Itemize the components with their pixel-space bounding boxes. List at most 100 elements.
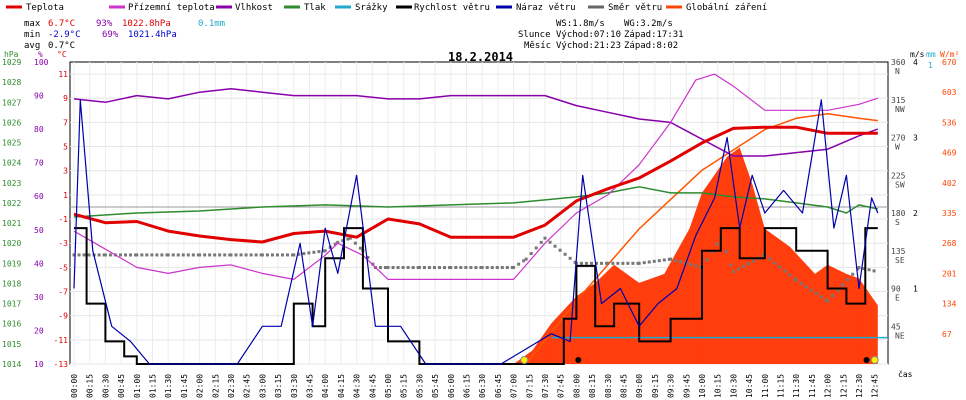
tick-dir-letter: NW <box>895 105 905 114</box>
tick-time: 12:15 <box>839 374 848 398</box>
wind-direction-point <box>474 266 478 270</box>
tick-time: 06:45 <box>494 374 503 398</box>
tick-time: 08:30 <box>604 374 613 398</box>
wind-direction-point <box>731 270 735 274</box>
wind-direction-point <box>512 266 516 270</box>
info-sun-set: Západ:17:31 <box>624 30 684 40</box>
tick-time: 06:30 <box>478 374 487 398</box>
tick-time: 00:45 <box>117 374 126 398</box>
unit-wm: W/m² <box>940 50 959 59</box>
wind-direction-point <box>631 261 635 265</box>
tick-dir: 135 <box>891 247 906 256</box>
wind-direction-point <box>783 269 787 273</box>
wind-direction-point <box>396 266 400 270</box>
wind-direction-point <box>657 259 661 263</box>
wind-direction-point <box>297 252 301 256</box>
tick-time: 04:45 <box>368 374 377 398</box>
wind-direction-point <box>401 266 405 270</box>
tick-dir-letter: NE <box>895 331 905 340</box>
wind-direction-point <box>323 249 327 253</box>
tick-time: 11:00 <box>761 374 770 398</box>
tick-time: 10:30 <box>729 374 738 398</box>
sunrise-marker <box>520 356 529 364</box>
wind-direction-point <box>249 253 253 257</box>
info-wg: WG:3.2m/s <box>624 19 673 29</box>
wind-direction-point <box>254 253 258 257</box>
tick-temp: 7 <box>63 118 68 127</box>
wind-direction-point <box>186 253 190 257</box>
wind-direction-point <box>464 266 468 270</box>
tick-time: 06:00 <box>447 374 456 398</box>
tick-pct: 30 <box>34 293 44 302</box>
wind-direction-point <box>176 253 180 257</box>
wind-direction-point <box>558 248 562 252</box>
chart-title: 18.2.2014 <box>448 50 513 64</box>
tick-time: 03:00 <box>258 374 267 398</box>
info-moon-rise: Východ:21:23 <box>556 41 621 51</box>
unit-temp: °C <box>57 50 67 59</box>
wind-direction-point <box>459 266 463 270</box>
legend-temperature: Teplota <box>26 3 64 13</box>
wind-direction-point <box>244 253 248 257</box>
sun-now-marker <box>870 356 879 364</box>
wind-direction-point <box>773 261 777 265</box>
wind-direction-point <box>449 266 453 270</box>
wind-direction-point <box>140 253 144 257</box>
tick-wm: 67 <box>942 330 952 339</box>
wind-direction-point <box>674 258 678 262</box>
tick-hpa: 1024 <box>2 159 21 168</box>
wind-direction-point <box>490 266 494 270</box>
wind-direction-point <box>485 266 489 270</box>
wind-direction-point <box>846 278 850 282</box>
tick-pct: 10 <box>34 360 44 369</box>
tick-time: 11:30 <box>792 374 801 398</box>
tick-mm: 1 <box>928 61 933 70</box>
tick-time: 04:30 <box>353 374 362 398</box>
wind-direction-point <box>662 258 666 262</box>
wind-direction-point <box>218 253 222 257</box>
wind-direction-point <box>260 253 264 257</box>
wind-direction-point <box>229 253 233 257</box>
tick-time: 02:00 <box>196 374 205 398</box>
tick-hpa: 1017 <box>2 300 21 309</box>
wind-direction-point <box>191 253 195 257</box>
plot-layers <box>72 73 888 365</box>
tick-hpa: 1018 <box>2 279 21 288</box>
tick-dir-letter: E <box>895 294 900 303</box>
series-wind-gust <box>73 99 879 365</box>
wind-direction-point <box>312 250 316 254</box>
stats-max-temp: 6.7°C <box>48 19 75 29</box>
tick-hpa: 1014 <box>2 360 21 369</box>
tick-hpa: 1025 <box>2 139 21 148</box>
wind-direction-point <box>799 281 803 285</box>
info-moon-label: Měsíc <box>524 41 551 51</box>
unit-hpa: hPa <box>4 50 19 59</box>
tick-ms: 4 <box>913 58 918 67</box>
info-sun-rise: Východ:07:10 <box>556 30 621 40</box>
tick-time: 11:15 <box>777 374 786 398</box>
wind-direction-point <box>97 253 101 257</box>
wind-direction-point <box>819 295 823 299</box>
tick-time: 03:30 <box>290 374 299 398</box>
tick-temp: 11 <box>58 70 68 79</box>
tick-wm: 469 <box>942 149 957 158</box>
wind-direction-point <box>208 253 212 257</box>
wind-direction-point <box>383 266 387 270</box>
tick-wm: 335 <box>942 209 957 218</box>
wind-direction-point <box>710 250 714 254</box>
tick-dir-letter: S <box>895 218 900 227</box>
wind-direction-point <box>836 288 840 292</box>
series-temperature <box>73 125 878 244</box>
tick-time: 02:30 <box>227 374 236 398</box>
wind-direction-point <box>826 299 830 303</box>
stats-max-rain: 0.1mm <box>198 19 225 29</box>
wind-direction-point <box>589 261 593 265</box>
wind-direction-point <box>422 266 426 270</box>
wind-direction-point <box>679 260 683 264</box>
tick-wm: 201 <box>942 269 957 278</box>
tick-temp: -7 <box>58 288 68 297</box>
wind-direction-point <box>213 253 217 257</box>
wind-direction-point <box>72 253 76 257</box>
tick-time: 06:15 <box>463 374 472 398</box>
wind-direction-point <box>831 294 835 298</box>
